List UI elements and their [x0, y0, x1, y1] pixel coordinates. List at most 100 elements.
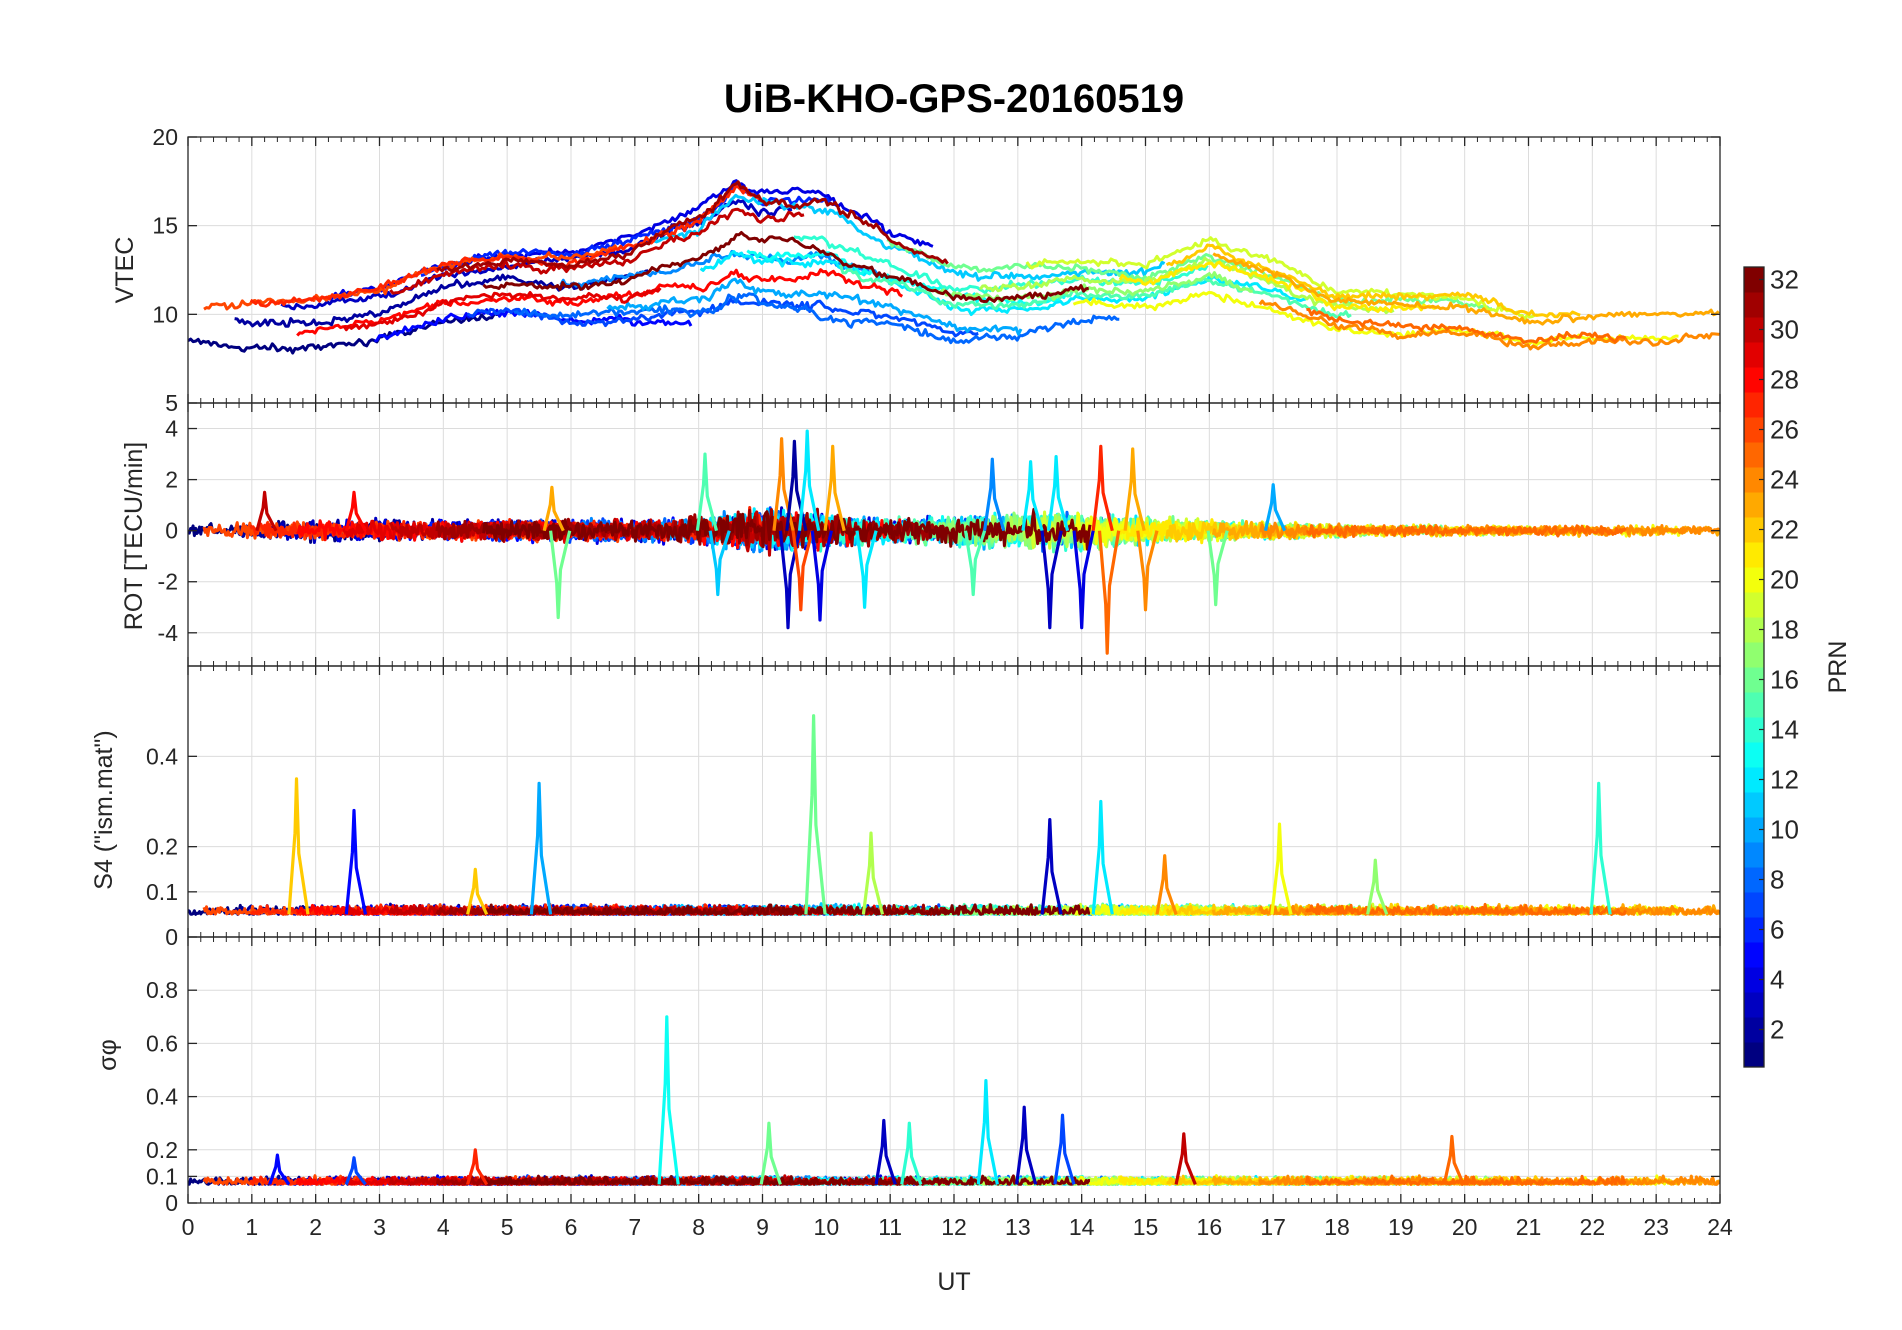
colorbar-swatch	[1744, 492, 1764, 518]
s4-axis-ticks: 0 0.1 0.2 0.4	[146, 666, 1721, 950]
rot-spike-1	[344, 490, 367, 532]
sigma-series-prn-25	[1304, 1174, 1627, 1186]
sigma-ytick-label: 0.8	[146, 977, 178, 1003]
sigma-spike-6	[900, 1121, 923, 1185]
rot-spike-23	[1136, 530, 1159, 612]
vtec-series-prn-29	[342, 287, 662, 332]
rot-ytick-label: 4	[165, 416, 178, 442]
vtec-series-prn-28	[296, 268, 904, 337]
vtec-series-prn-2	[234, 269, 649, 328]
s4-series	[188, 714, 1720, 916]
colorbar-swatch	[1744, 867, 1764, 893]
s4-ytick-label: 0.1	[146, 879, 178, 905]
x-tick-label: 2	[309, 1214, 322, 1240]
x-tick-label: 16	[1197, 1214, 1223, 1240]
colorbar-swatch	[1744, 267, 1764, 293]
x-tick-label: 24	[1707, 1214, 1733, 1240]
colorbar-tick-label: 24	[1770, 465, 1799, 495]
colorbar-swatch	[1744, 592, 1764, 618]
sigma-spike-5	[874, 1118, 897, 1185]
sigma-spike-1	[344, 1156, 367, 1186]
rot-spike-8	[785, 439, 808, 532]
colorbar-tick-label: 18	[1770, 615, 1799, 645]
colorbar-swatch	[1744, 992, 1764, 1018]
rot-spike-18	[1046, 455, 1070, 532]
rot-spike-3	[549, 530, 572, 620]
colorbar-swatch	[1744, 792, 1764, 818]
vtec-series-prn-30	[389, 207, 805, 295]
colorbar-tick-label: 14	[1770, 715, 1799, 745]
x-tick-label: 0	[182, 1214, 195, 1240]
rot-spike-16	[1021, 460, 1044, 532]
s4-ylabel: S4 ("ism.mat")	[90, 730, 118, 889]
vtec-ytick-label: 20	[152, 124, 178, 150]
rot-spike-2	[542, 485, 565, 532]
sigma-axis-box	[187, 936, 1721, 1204]
sigma-spike-0	[268, 1153, 291, 1186]
panel-sigma: 00.10.2 0.4 0.6 0.8 σφ	[94, 936, 1721, 1216]
colorbar-tick-label: 32	[1770, 265, 1799, 295]
s4-spike-11	[1589, 781, 1612, 915]
s4-spike-10	[1366, 858, 1389, 915]
sigma-spike-3	[657, 1015, 680, 1185]
s4-spike-6	[1040, 818, 1063, 915]
sigma-series	[188, 1015, 1720, 1186]
colorbar-swatch	[1744, 417, 1764, 443]
s4-series-prn-24	[1258, 903, 1720, 916]
rot-axis-ticks: -4 -2 0 2 4	[158, 403, 1721, 666]
rot-spike-5	[708, 530, 731, 597]
s4-series-prn-32	[482, 903, 1091, 916]
vtec-series-prn-27	[249, 184, 763, 308]
sigma-spike-11	[1442, 1134, 1465, 1186]
panel-s4: 0 0.1 0.2 0.4 S4 ("ism.mat")	[90, 665, 1721, 950]
panel-rot: -4 -2 0 2 4 ROT [TECU/min]	[120, 402, 1721, 667]
chart-title: UiB-KHO-GPS-20160519	[724, 77, 1184, 121]
x-tick-label: 7	[628, 1214, 641, 1240]
rot-spike-21	[1097, 530, 1121, 655]
vtec-series-prn-15	[838, 264, 1352, 319]
colorbar-swatch	[1744, 692, 1764, 718]
x-tick-label: 3	[373, 1214, 386, 1240]
colorbar-tick-label: 12	[1770, 765, 1799, 795]
colorbar-swatches	[1744, 267, 1764, 1068]
s4-spike-0	[287, 777, 310, 915]
sigma-ytick-label: 0.2	[146, 1137, 178, 1163]
colorbar-swatch	[1744, 842, 1764, 868]
sigma-spike-2	[466, 1148, 489, 1186]
colorbar-swatch	[1744, 567, 1764, 593]
colorbar-swatch	[1744, 542, 1764, 568]
s4-ytick-label: 0.2	[146, 834, 178, 860]
rot-series	[188, 429, 1720, 655]
x-tick-label: 6	[565, 1214, 578, 1240]
colorbar-swatch	[1744, 892, 1764, 918]
rot-ytick-label: 0	[165, 518, 178, 544]
rot-spike-19	[1072, 530, 1095, 630]
vtec-series	[188, 179, 1720, 355]
rot-spike-0	[255, 490, 278, 532]
rot-ytick-label: -2	[158, 569, 178, 595]
rot-spike-14	[963, 530, 987, 597]
x-tick-label: 20	[1452, 1214, 1478, 1240]
rot-spike-11	[810, 530, 833, 622]
colorbar-swatch	[1744, 942, 1764, 968]
colorbar-tick-label: 28	[1770, 365, 1799, 395]
rot-spike-17	[1040, 530, 1063, 630]
colorbar-swatch	[1744, 817, 1764, 843]
x-tick-label: 15	[1133, 1214, 1159, 1240]
x-tick-label: 21	[1516, 1214, 1542, 1240]
s4-spike-8	[1155, 854, 1178, 915]
rot-spike-20	[1091, 444, 1114, 532]
rot-spike-13	[855, 530, 878, 609]
x-tick-label: 23	[1643, 1214, 1669, 1240]
x-tick-label: 13	[1005, 1214, 1031, 1240]
colorbar-tick-label: 2	[1770, 1015, 1784, 1045]
sigma-axis-ticks: 00.10.2 0.4 0.6 0.8	[146, 937, 1721, 1216]
vtec-ytick-label: 15	[152, 213, 178, 239]
rot-spike-10	[797, 429, 821, 532]
colorbar-tick-label: 30	[1770, 315, 1799, 345]
colorbar-swatch	[1744, 667, 1764, 693]
sigma-spike-10	[1174, 1132, 1197, 1185]
